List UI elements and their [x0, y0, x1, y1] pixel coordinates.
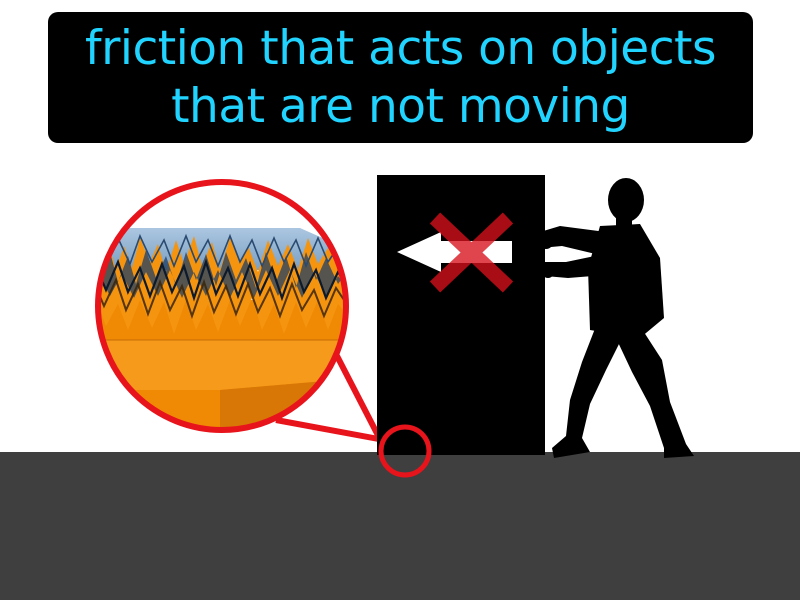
caption-line-1: friction that acts on objects — [85, 20, 716, 76]
surface-zoom-view — [95, 179, 349, 433]
magnifier-connector — [275, 352, 387, 449]
definition-caption: friction that acts on objects that are n… — [48, 12, 753, 143]
person-silhouette — [538, 178, 694, 458]
contact-point-marker — [378, 424, 432, 478]
x-cross-icon — [429, 212, 514, 293]
pushed-box — [377, 175, 545, 455]
caption-line-2: that are not moving — [171, 78, 630, 134]
